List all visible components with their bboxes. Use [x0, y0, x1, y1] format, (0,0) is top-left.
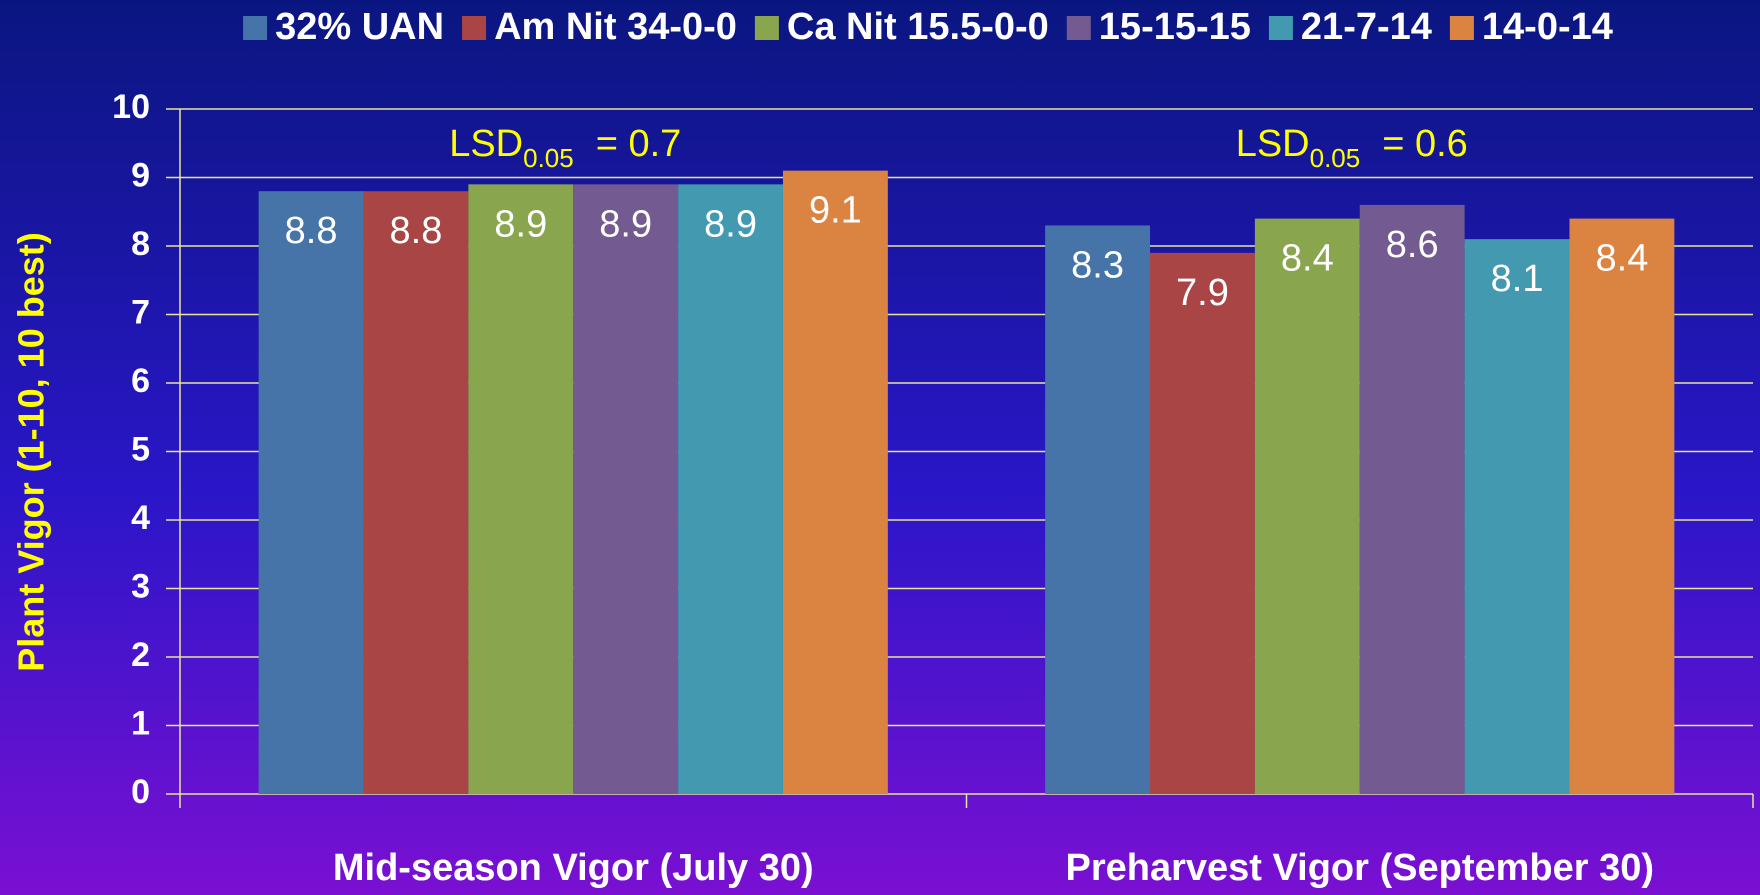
value-label: 9.1 [809, 190, 862, 232]
annotation-rest: = 0.6 [1382, 123, 1468, 165]
bar [258, 191, 364, 794]
bar [1045, 225, 1151, 794]
value-label: 8.1 [1491, 258, 1544, 300]
y-tick-label: 7 [131, 293, 150, 331]
y-tick-label: 8 [131, 225, 150, 263]
bar [1150, 252, 1255, 795]
bar [1569, 218, 1675, 795]
value-label: 8.9 [494, 203, 547, 245]
value-label: 8.9 [599, 203, 652, 245]
value-label: 8.4 [1596, 238, 1649, 280]
legend-swatch [754, 16, 779, 40]
bar [1254, 218, 1360, 795]
annotation-rest: = 0.7 [596, 123, 682, 165]
x-tick-label: Mid-season Vigor (July 30) [333, 847, 814, 889]
legend-swatch [1268, 16, 1293, 40]
legend-swatch [243, 16, 268, 40]
legend-label: Am Nit 34-0-0 [494, 6, 737, 48]
y-tick-label: 4 [131, 499, 150, 537]
annotation: LSD0.05 = 0.6 [1236, 123, 1468, 173]
legend-swatch [1449, 16, 1474, 40]
value-label: 8.9 [704, 203, 757, 245]
value-label: 8.6 [1386, 224, 1439, 266]
value-label: 8.8 [285, 210, 338, 252]
y-tick-label: 10 [112, 88, 150, 126]
y-axis-label: Plant Vigor (1-10, 10 best) [11, 232, 52, 671]
annotation-subscript: 0.05 [523, 143, 574, 173]
bar [468, 184, 574, 795]
legend-label: 32% UAN [275, 6, 444, 48]
y-tick-label: 1 [131, 704, 150, 742]
value-label: 7.9 [1176, 272, 1229, 314]
value-label: 8.3 [1071, 244, 1124, 286]
legend-swatch [1066, 16, 1091, 40]
bar [678, 184, 783, 795]
value-label: 8.8 [390, 210, 443, 252]
legend-label: 21-7-14 [1301, 6, 1432, 48]
x-tick-label: Preharvest Vigor (September 30) [1065, 847, 1654, 889]
bar [1359, 204, 1465, 794]
bar [363, 191, 469, 794]
y-tick-label: 3 [131, 567, 150, 605]
y-tick-label: 2 [131, 636, 150, 674]
bar [782, 170, 888, 794]
y-tick-label: 5 [131, 430, 150, 468]
bar [573, 184, 679, 795]
y-tick-label: 9 [131, 156, 150, 194]
annotation-subscript: 0.05 [1310, 143, 1361, 173]
y-tick-label: 6 [131, 362, 150, 400]
annotation-text: LSD [1236, 123, 1310, 165]
annotation: LSD0.05 = 0.7 [449, 123, 681, 173]
legend-label: Ca Nit 15.5-0-0 [787, 6, 1049, 48]
legend-label: 14-0-14 [1482, 6, 1613, 48]
legend-swatch [462, 16, 487, 40]
bar [1464, 239, 1570, 794]
annotation-text: LSD [449, 123, 523, 165]
value-label: 8.4 [1281, 238, 1334, 280]
y-tick-label: 0 [131, 773, 150, 811]
legend-label: 15-15-15 [1099, 6, 1251, 48]
